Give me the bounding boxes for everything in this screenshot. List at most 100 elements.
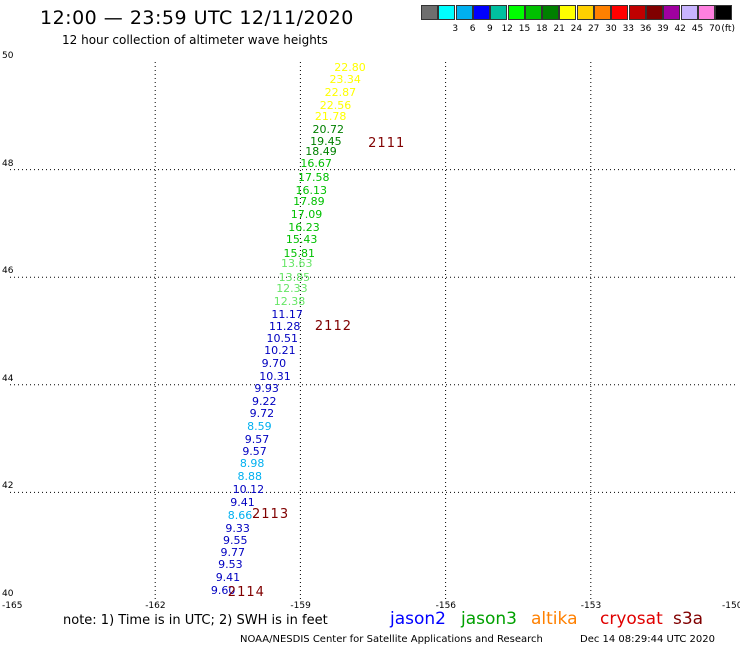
lat-tick-label: 44: [2, 373, 14, 384]
wave-height-value: 19.45: [310, 134, 342, 148]
wave-height-value: 9.55: [222, 534, 248, 548]
scale-label: 36: [639, 24, 652, 34]
wave-height-value: 11.28: [268, 320, 301, 334]
wave-height-value: 23.34: [329, 73, 361, 87]
wave-height-value: 8.98: [239, 456, 265, 470]
lon-tick-label: -156: [435, 601, 457, 611]
scale-swatch: [611, 5, 629, 20]
scale-label: 24: [570, 24, 583, 34]
scale-swatch: [680, 5, 698, 20]
pass-number-label: 2111: [368, 135, 406, 151]
wave-height-value: 15.43: [285, 233, 318, 247]
wave-height-value: 21.78: [314, 110, 347, 124]
scale-swatch: [697, 5, 715, 20]
scale-swatch: [594, 5, 611, 20]
wave-height-value: 9.70: [261, 356, 287, 370]
page-title: 12:00 — 23:59 UTC 12/11/2020: [40, 7, 354, 29]
pass-number-label: 2112: [314, 318, 352, 334]
scale-label: 21: [553, 24, 565, 34]
scale-label: 18: [536, 24, 548, 34]
scale-label: 39: [657, 24, 669, 34]
lat-tick-label: 46: [2, 266, 14, 277]
scale-swatch: [559, 5, 577, 20]
wave-height-value: 9.41: [215, 571, 241, 585]
wave-height-value: 8.66: [227, 508, 253, 522]
scale-swatch: [421, 5, 438, 20]
wave-height-value: 12.38: [273, 294, 306, 308]
wave-height-value: 9.72: [249, 406, 275, 420]
scale-label: 42: [674, 24, 686, 34]
wave-height-value: 10.51: [266, 332, 299, 346]
lat-tick-label: 48: [2, 158, 14, 169]
wave-height-value: 16.23: [288, 221, 320, 235]
wave-height-value: 16.13: [295, 184, 328, 198]
wave-height-value: 9.41: [230, 495, 255, 509]
wave-height-value: 12.33: [276, 282, 308, 296]
scale-swatch: [524, 5, 542, 20]
wave-height-value: 17.09: [290, 208, 323, 222]
wave-height-value: 9.33: [225, 521, 250, 535]
scale-swatch: [438, 5, 456, 20]
scale-swatch: [455, 5, 473, 20]
lat-tick-label: 40: [2, 589, 14, 599]
wave-height-value: 10.31: [259, 369, 291, 383]
wave-height-value: 17.89: [293, 195, 325, 209]
scale-swatch: [542, 5, 560, 20]
scale-label: 3: [452, 24, 459, 34]
wave-height-value: 20.72: [312, 122, 345, 136]
wave-height-value: 9.53: [218, 558, 243, 572]
satellite-name: cryosat: [600, 609, 663, 629]
scale-swatch: [628, 5, 646, 20]
scale-unit: (ft): [721, 24, 735, 34]
lon-tick-label: -159: [290, 601, 311, 611]
wave-height-value: 9.57: [242, 444, 267, 458]
scale-label: 70: [709, 24, 721, 34]
wave-height-value: 9.77: [220, 545, 246, 559]
scale-label: 9: [487, 24, 493, 34]
wave-height-value: 22.87: [324, 85, 357, 99]
satellite-name: jason3: [461, 609, 517, 629]
satellite-name: altika: [531, 609, 578, 629]
wave-height-value: 15.81: [283, 246, 315, 260]
lon-tick-label: -162: [145, 601, 166, 611]
scale-label: 6: [469, 24, 476, 34]
wave-height-value: 22.80: [334, 60, 366, 74]
satellite-name: s3a: [673, 609, 704, 629]
credit-line: NOAA/NESDIS Center for Satellite Applica…: [240, 634, 543, 645]
scale-swatch: [490, 5, 508, 20]
footer-note: note: 1) Time is in UTC; 2) SWH is in fe…: [63, 613, 328, 628]
wave-height-value: 9.57: [244, 432, 270, 446]
scale-label: 30: [605, 24, 617, 34]
scale-label: 12: [501, 24, 513, 34]
lon-tick-label: -153: [580, 601, 602, 611]
grid-lines: [10, 62, 736, 600]
scale-swatch: [472, 5, 490, 20]
generated-timestamp: Dec 14 08:29:44 UTC 2020: [580, 634, 715, 645]
wave-height-value: 13.85: [278, 270, 311, 284]
page-subtitle: 12 hour collection of altimeter wave hei…: [62, 33, 328, 47]
wave-height-value: 16.67: [300, 157, 332, 171]
scale-label: 27: [587, 24, 600, 34]
pass-number-label: 2114: [227, 584, 265, 600]
wave-height-value: 13.63: [281, 257, 313, 271]
scale-label: 33: [622, 24, 635, 34]
scale-label: 45: [691, 24, 704, 34]
lon-tick-label: -165: [2, 601, 23, 611]
lat-tick-label: 50: [2, 51, 14, 61]
wave-height-value: 9.93: [254, 382, 279, 396]
wave-height-value: 8.59: [247, 419, 272, 433]
wave-height-value: 17.58: [297, 171, 330, 185]
wave-height-value: 18.49: [305, 144, 337, 158]
scale-swatch: [715, 5, 733, 20]
scale-swatch: [663, 5, 681, 20]
scale-label: 15: [518, 24, 531, 34]
satellite-name: jason2: [390, 609, 446, 629]
lat-tick-label: 42: [2, 481, 14, 492]
scale-swatch: [576, 5, 594, 20]
scale-swatch: [645, 5, 663, 20]
wave-height-value: 22.56: [319, 98, 352, 112]
wave-height-value: 9.22: [252, 395, 277, 409]
wave-height-value: 11.17: [271, 307, 303, 321]
scale-swatch: [507, 5, 525, 20]
